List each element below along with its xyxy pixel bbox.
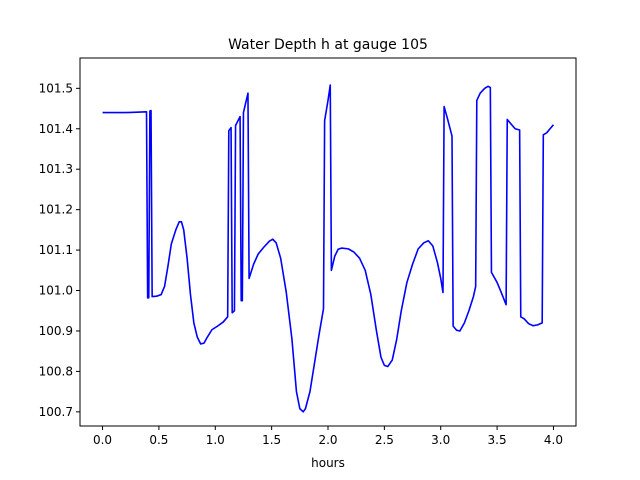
x-tick-label: 0.0 <box>93 433 112 447</box>
x-tick-label: 1.5 <box>262 433 281 447</box>
x-tick-label: 4.0 <box>544 433 563 447</box>
x-tick-label: 2.0 <box>318 433 337 447</box>
series-line <box>102 84 555 413</box>
y-tick-label: 101.0 <box>39 284 73 298</box>
x-axis: 0.0 0.5 1.0 1.5 2.0 2.5 3.0 3.5 4.0 <box>93 426 563 447</box>
x-axis-label: hours <box>311 456 345 470</box>
x-tick-label: 3.5 <box>488 433 507 447</box>
plot-frame <box>79 57 577 427</box>
x-tick-label: 1.0 <box>206 433 225 447</box>
series-layer <box>102 84 555 413</box>
y-tick-label: 101.5 <box>39 81 73 95</box>
y-tick-label: 101.4 <box>39 122 73 136</box>
x-tick-label: 0.5 <box>149 433 168 447</box>
y-axis: 100.7 100.8 100.9 101.0 101.1 101.2 101.3 101.4… <box>39 81 80 419</box>
chart-title: Water Depth h at gauge 105 <box>228 37 428 53</box>
y-tick-label: 101.2 <box>39 203 73 217</box>
y-tick-label: 101.1 <box>39 243 73 257</box>
x-tick-label: 2.5 <box>375 433 394 447</box>
y-tick-label: 100.9 <box>39 324 73 338</box>
y-tick-label: 101.3 <box>39 162 73 176</box>
y-tick-label: 100.7 <box>39 405 73 419</box>
y-tick-label: 100.8 <box>39 364 73 378</box>
x-tick-label: 3.0 <box>431 433 450 447</box>
